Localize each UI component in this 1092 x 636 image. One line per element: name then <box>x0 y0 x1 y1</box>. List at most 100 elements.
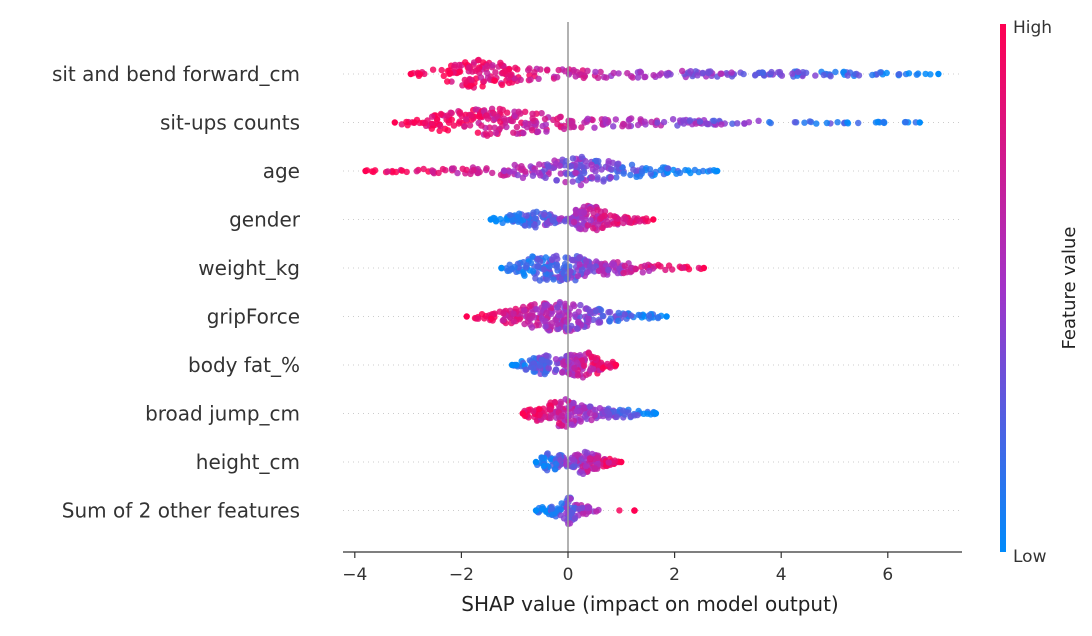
beeswarm-points <box>362 56 942 528</box>
shap-point <box>568 510 575 517</box>
shap-point <box>632 265 639 273</box>
shap-point <box>447 70 454 77</box>
shap-point <box>619 123 626 130</box>
shap-point <box>444 127 452 134</box>
shap-point <box>404 122 411 129</box>
shap-point <box>679 67 686 75</box>
shap-point <box>549 511 556 518</box>
shap-point <box>553 320 561 328</box>
shap-point <box>416 71 424 78</box>
shap-point <box>521 222 529 229</box>
shap-point <box>578 266 586 273</box>
shap-point <box>578 357 586 364</box>
shap-point <box>489 62 496 69</box>
shap-point <box>586 410 594 417</box>
shap-point <box>652 410 660 417</box>
shap-point <box>544 219 551 226</box>
feature-row-points <box>391 105 923 139</box>
shap-point <box>580 362 588 369</box>
shap-point <box>529 115 536 122</box>
shap-point <box>520 307 528 314</box>
shap-point <box>481 315 488 322</box>
shap-point <box>565 326 573 334</box>
shap-point <box>576 261 583 268</box>
shap-point <box>530 209 537 216</box>
shap-point <box>565 71 573 78</box>
shap-point <box>539 506 546 513</box>
shap-point <box>630 166 637 173</box>
shap-point <box>442 167 449 174</box>
shap-point <box>498 264 505 272</box>
feature-row-points <box>508 349 620 381</box>
x-axis-title: SHAP value (impact on model output) <box>461 592 838 616</box>
feature-row-points <box>362 153 721 189</box>
shap-point <box>444 112 451 119</box>
shap-point <box>600 176 608 183</box>
shap-point <box>559 369 566 376</box>
shap-point <box>606 318 613 325</box>
shap-point <box>794 68 802 76</box>
shap-point <box>703 120 710 127</box>
shap-point <box>534 128 542 135</box>
shap-point <box>576 225 584 232</box>
shap-point <box>522 264 529 271</box>
shap-point <box>437 122 444 130</box>
shap-point <box>541 301 548 309</box>
colorbar-low-label: Low <box>1013 547 1047 567</box>
shap-point <box>718 121 725 128</box>
shap-point <box>586 403 593 410</box>
shap-point <box>497 215 504 223</box>
shap-point <box>537 172 544 179</box>
shap-point <box>621 311 628 318</box>
shap-point <box>593 508 600 515</box>
shap-point <box>420 165 427 173</box>
colorbar-gradient <box>1000 24 1006 552</box>
shap-point <box>437 110 445 118</box>
shap-point <box>927 71 934 78</box>
shap-point <box>582 257 590 265</box>
shap-point <box>529 253 536 260</box>
shap-point <box>526 65 533 72</box>
shap-point <box>556 300 563 307</box>
shap-point <box>558 412 565 419</box>
feature-row-points <box>487 202 657 234</box>
shap-point <box>734 120 741 127</box>
shap-point <box>546 406 554 413</box>
shap-point <box>680 120 687 127</box>
shap-point <box>550 276 557 283</box>
shap-point <box>549 217 556 224</box>
shap-point <box>535 75 542 83</box>
shap-point <box>538 110 545 117</box>
shap-point <box>669 266 676 273</box>
shap-point <box>500 310 507 317</box>
shap-point <box>444 78 451 85</box>
shap-point <box>543 309 550 316</box>
shap-point <box>510 318 517 325</box>
shap-point <box>555 66 562 74</box>
shap-point <box>587 205 594 213</box>
shap-point <box>530 364 537 372</box>
shap-point <box>456 109 464 116</box>
shap-point <box>699 167 707 175</box>
shap-point <box>618 458 625 466</box>
shap-point <box>459 165 466 172</box>
shap-point <box>421 119 429 127</box>
shap-point <box>532 507 540 514</box>
shap-point <box>463 313 470 320</box>
shap-point <box>519 410 526 417</box>
shap-point <box>605 266 612 274</box>
shap-point <box>511 263 518 271</box>
shap-point <box>475 56 482 64</box>
shap-point <box>641 118 648 125</box>
shap-point <box>874 118 881 126</box>
shap-point <box>487 315 495 322</box>
shap-point <box>791 119 799 126</box>
shap-point <box>604 408 611 415</box>
shap-point <box>492 129 500 137</box>
shap-point <box>594 206 601 213</box>
shap-point <box>548 505 556 512</box>
shap-point <box>466 122 474 129</box>
shap-point <box>489 169 496 177</box>
shap-point <box>588 161 595 168</box>
shap-point <box>619 407 627 414</box>
